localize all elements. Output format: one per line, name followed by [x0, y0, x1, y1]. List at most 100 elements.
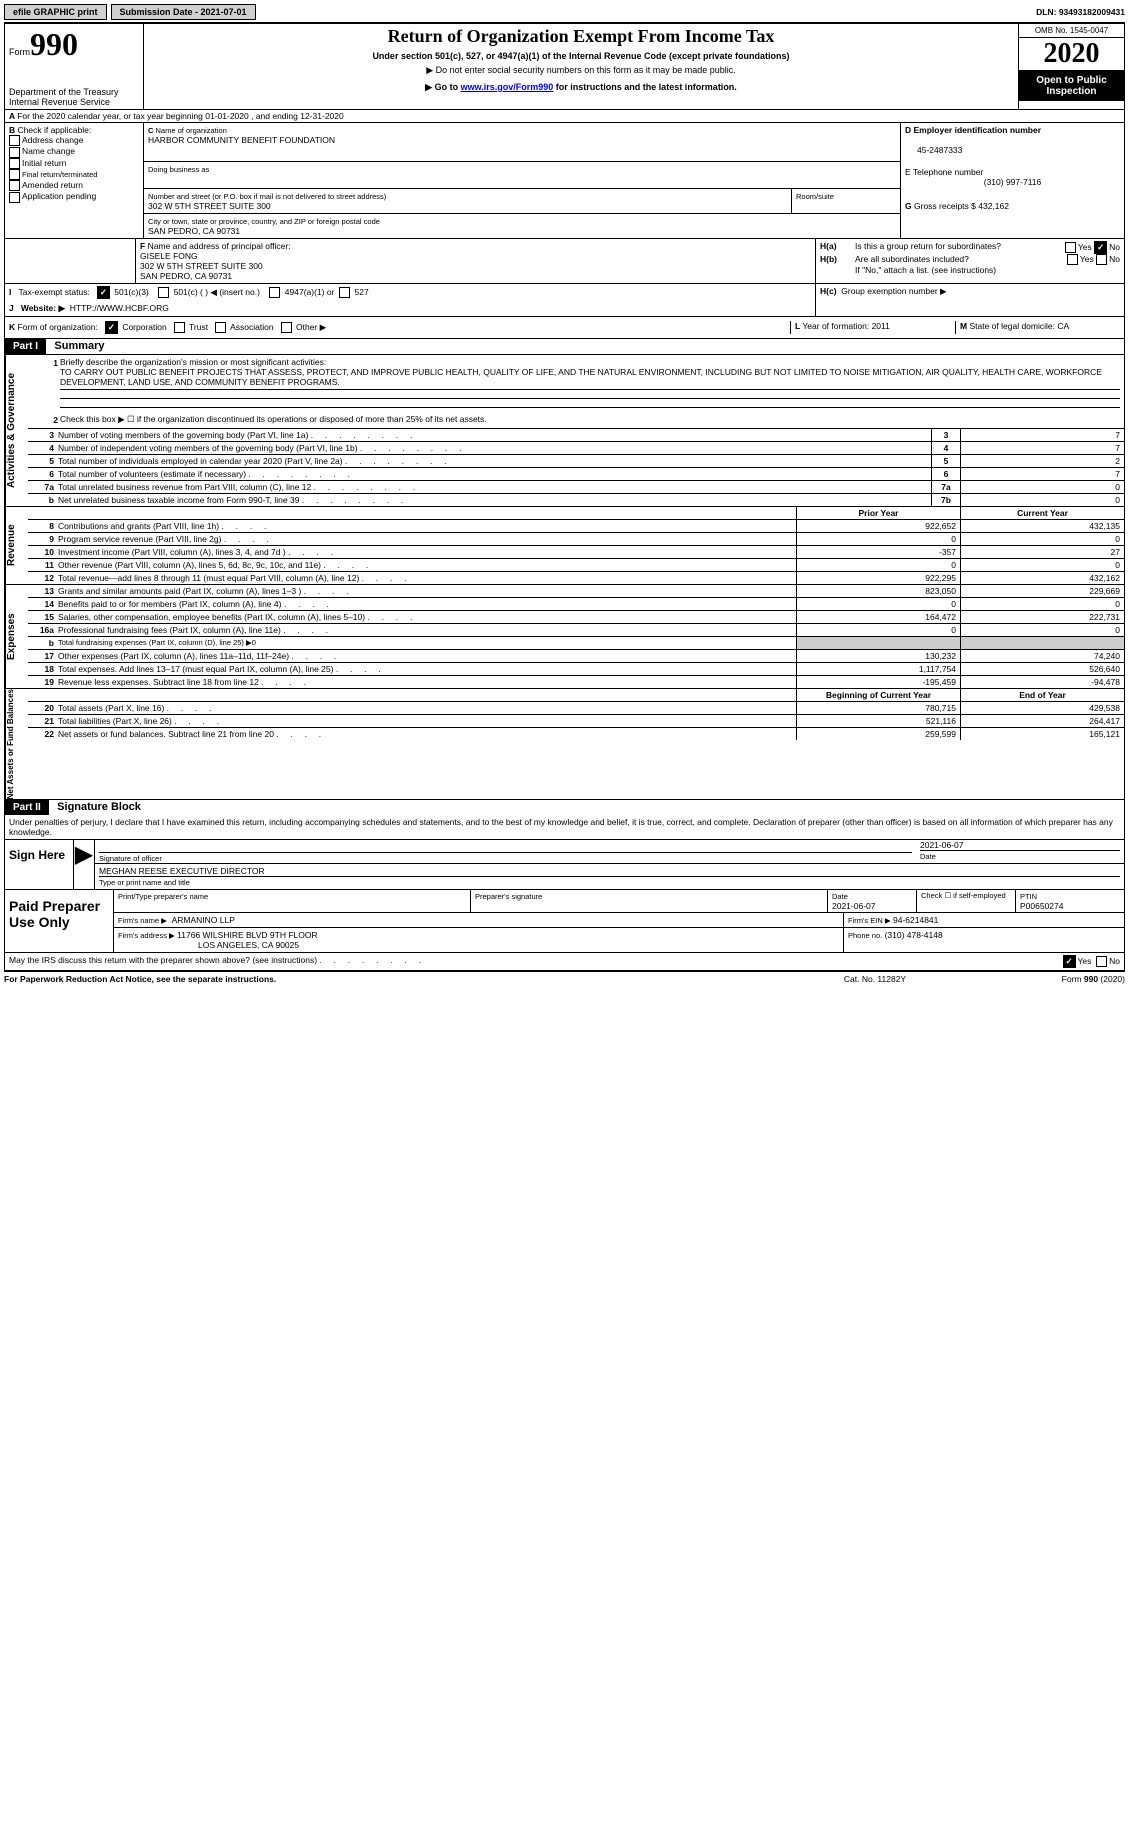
l16b-text: Total fundraising expenses (Part IX, col… — [56, 637, 796, 649]
self-emp-check: Check ☐ if self-employed — [916, 890, 1015, 912]
curr-val: 432,135 — [960, 520, 1124, 532]
corp-checkbox[interactable]: ✓ — [105, 321, 118, 334]
hb-text: Are all subordinates included? — [855, 254, 1067, 265]
sign-date: 2021-06-07 — [920, 840, 963, 850]
curr-val: 165,121 — [960, 728, 1124, 740]
cat-no: Cat. No. 11282Y — [775, 974, 975, 984]
501c-label: 501(c) ( ) ◀ (insert no.) — [174, 287, 260, 297]
box-b: B Check if applicable: Address change Na… — [5, 123, 144, 238]
officer-addr2: SAN PEDRO, CA 90731 — [140, 271, 232, 281]
submission-date-button[interactable]: Submission Date - 2021-07-01 — [111, 4, 256, 20]
line-box: 3 — [931, 429, 960, 441]
irs-link[interactable]: www.irs.gov/Form990 — [461, 82, 554, 92]
date-lbl: Date — [920, 852, 936, 861]
discuss-no-checkbox[interactable] — [1096, 956, 1107, 967]
form-container: Form990 Department of the Treasury Inter… — [4, 23, 1125, 972]
b-label: Check if applicable: — [18, 125, 92, 135]
other-label: Other ▶ — [296, 322, 326, 332]
yes-lbl2: Yes — [1080, 254, 1094, 264]
ha-yes-checkbox[interactable] — [1065, 242, 1076, 253]
line-num: 22 — [28, 728, 56, 740]
501c-checkbox[interactable] — [158, 287, 169, 298]
side-tab-exp: Expenses — [5, 585, 28, 688]
line-num: 18 — [28, 663, 56, 675]
501c3-label: 501(c)(3) — [114, 287, 148, 297]
assoc-checkbox[interactable] — [215, 322, 226, 333]
subtitle-3: ▶ Go to www.irs.gov/Form990 for instruct… — [150, 82, 1012, 93]
sig-officer-lbl: Signature of officer — [99, 854, 162, 863]
final-return-checkbox[interactable] — [9, 169, 20, 180]
subtitle-1: Under section 501(c), 527, or 4947(a)(1)… — [150, 51, 1012, 61]
line-text: Total unrelated business revenue from Pa… — [56, 481, 931, 493]
line-num: 20 — [28, 702, 56, 714]
room-lbl: Room/suite — [796, 192, 834, 201]
addr-change-checkbox[interactable] — [9, 135, 20, 146]
curr-val: 222,731 — [960, 611, 1124, 623]
assoc-label: Association — [230, 322, 273, 332]
curr-val: 0 — [960, 598, 1124, 610]
hb-no-checkbox[interactable] — [1096, 254, 1107, 265]
corp-label: Corporation — [122, 322, 166, 332]
curr-val: 526,640 — [960, 663, 1124, 675]
line-num: 10 — [28, 546, 56, 558]
4947-label: 4947(a)(1) or — [285, 287, 335, 297]
prep-name-lbl: Print/Type preparer's name — [118, 892, 208, 901]
sub3-post: for instructions and the latest informat… — [553, 82, 737, 92]
no-lbl3: No — [1109, 956, 1120, 966]
signer-name: MEGHAN REESE EXECUTIVE DIRECTOR — [99, 866, 265, 876]
pra-notice: For Paperwork Reduction Act Notice, see … — [4, 974, 775, 984]
final-return-label: Final return/terminated — [22, 170, 97, 179]
city-lbl: City or town, state or province, country… — [148, 217, 380, 226]
efile-print-button[interactable]: efile GRAPHIC print — [4, 4, 107, 20]
prior-val: -357 — [796, 546, 960, 558]
4947-checkbox[interactable] — [269, 287, 280, 298]
line-num: 5 — [28, 455, 56, 467]
line-num: 3 — [28, 429, 56, 441]
amended-label: Amended return — [22, 180, 83, 190]
app-pending-checkbox[interactable] — [9, 192, 20, 203]
line-val: 0 — [960, 481, 1124, 493]
part2-header: Part II Signature Block — [5, 800, 1124, 815]
curr-val: 432,162 — [960, 572, 1124, 584]
prior-val: 130,232 — [796, 650, 960, 662]
hb-yes-checkbox[interactable] — [1067, 254, 1078, 265]
501c3-checkbox[interactable]: ✓ — [97, 286, 110, 299]
part2-title: Signature Block — [51, 801, 141, 813]
line-num: 9 — [28, 533, 56, 545]
name-change-checkbox[interactable] — [9, 147, 20, 158]
trust-checkbox[interactable] — [174, 322, 185, 333]
line-text: Total number of volunteers (estimate if … — [56, 468, 931, 480]
section-klm: K Form of organization: ✓ Corporation Tr… — [5, 317, 1124, 339]
line-num: b — [28, 494, 56, 506]
other-checkbox[interactable] — [281, 322, 292, 333]
omb-number: OMB No. 1545-0047 — [1019, 24, 1124, 38]
line-text: Net assets or fund balances. Subtract li… — [56, 728, 796, 740]
discuss-yes-checkbox[interactable]: ✓ — [1063, 955, 1076, 968]
l1-label: Briefly describe the organization's miss… — [60, 357, 326, 367]
side-tab-ag: Activities & Governance — [5, 355, 28, 506]
hdr-prior: Prior Year — [796, 507, 960, 519]
ha-no-checkbox[interactable]: ✓ — [1094, 241, 1107, 254]
line-text: Total revenue—add lines 8 through 11 (mu… — [56, 572, 796, 584]
i-lbl: Tax-exempt status: — [18, 287, 89, 297]
ptin-lbl: PTIN — [1020, 892, 1037, 901]
header-right: OMB No. 1545-0047 2020 Open to Public In… — [1018, 24, 1124, 109]
curr-val: 27 — [960, 546, 1124, 558]
netassets-section: Net Assets or Fund Balances Beginning of… — [5, 689, 1124, 800]
sign-here-label: Sign Here — [5, 840, 73, 889]
l-lbl: Year of formation: — [802, 321, 869, 331]
initial-return-checkbox[interactable] — [9, 158, 20, 169]
line-num: 19 — [28, 676, 56, 688]
line-val: 7 — [960, 468, 1124, 480]
l2-text: Check this box ▶ ☐ if the organization d… — [60, 414, 1120, 426]
open-public-badge: Open to Public Inspection — [1019, 71, 1124, 101]
line-a: A For the 2020 calendar year, or tax yea… — [5, 110, 1124, 123]
part1-label: Part I — [5, 339, 46, 354]
ha-text: Is this a group return for subordinates? — [855, 241, 1065, 254]
prior-val: 780,715 — [796, 702, 960, 714]
527-checkbox[interactable] — [339, 287, 350, 298]
527-label: 527 — [355, 287, 369, 297]
firm-phone-lbl: Phone no. — [848, 931, 882, 940]
amended-checkbox[interactable] — [9, 180, 20, 191]
prior-val: 164,472 — [796, 611, 960, 623]
